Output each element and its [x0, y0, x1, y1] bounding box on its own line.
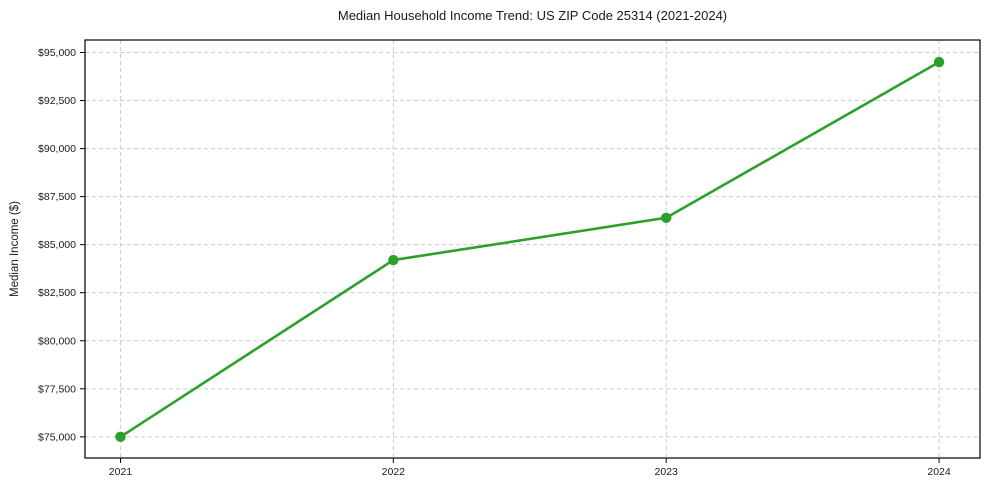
- y-tick-label: $75,000: [38, 431, 76, 443]
- trend-line: [119, 60, 941, 439]
- data-point-2021: [115, 431, 126, 443]
- y-tick-label: $95,000: [38, 47, 76, 59]
- y-tick-label: $77,500: [38, 383, 76, 395]
- y-tick-label: $87,500: [38, 191, 76, 203]
- x-tick-label: 2024: [927, 466, 951, 478]
- y-tick-label: $90,000: [38, 143, 76, 155]
- y-tick-label: $80,000: [38, 335, 76, 347]
- y-tick-label: $92,500: [38, 95, 76, 107]
- data-point-2023: [661, 212, 672, 223]
- chart-title: Median Household Income Trend: US ZIP Co…: [337, 8, 728, 23]
- x-tick-label: 2022: [382, 466, 406, 478]
- y-tick-label: $85,000: [38, 239, 76, 251]
- axes-spines: [84, 39, 981, 459]
- x-tick-label: 2023: [655, 466, 679, 478]
- data-point-2024: [933, 56, 945, 68]
- data-point-2022: [388, 254, 399, 266]
- x-tick-label: 2021: [109, 466, 133, 478]
- y-tick-label: $82,500: [38, 287, 76, 299]
